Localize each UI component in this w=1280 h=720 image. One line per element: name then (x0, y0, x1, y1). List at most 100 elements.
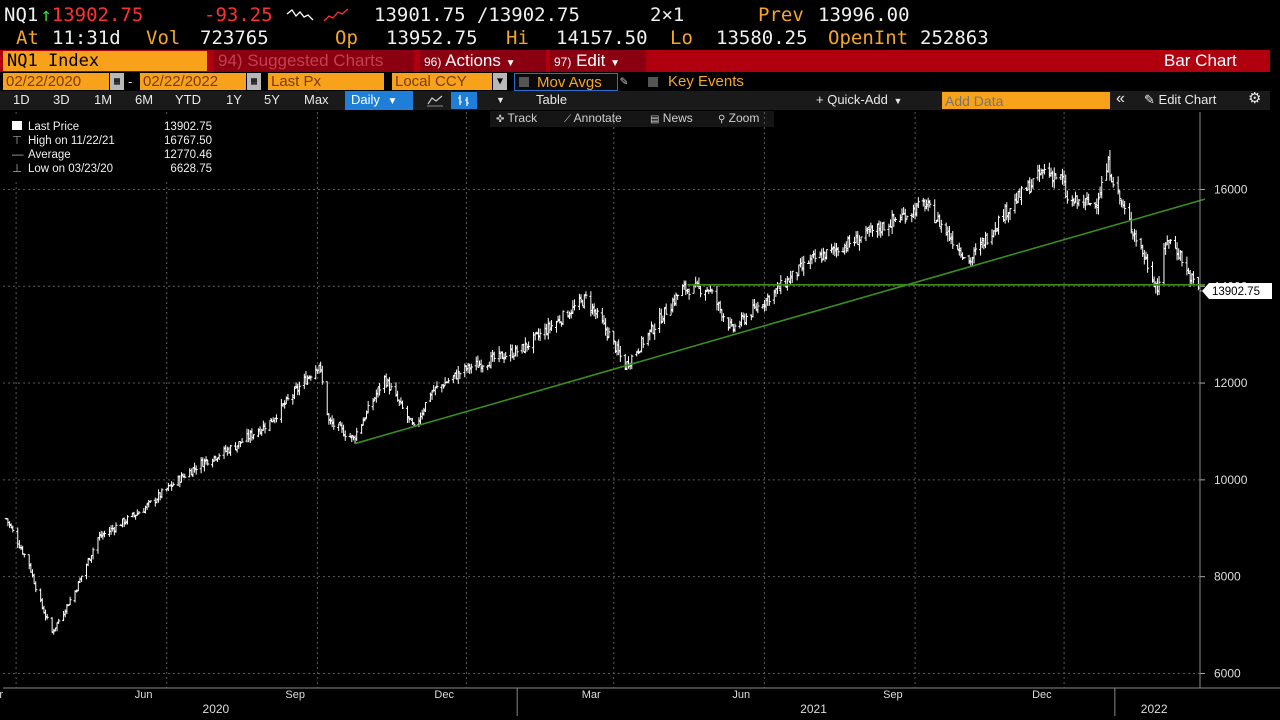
chevron-down-icon: ▼ (387, 96, 398, 107)
price-bar (189, 468, 193, 476)
security-field[interactable]: NQ1 Index (3, 51, 207, 71)
price-bar (63, 609, 67, 618)
table-button[interactable]: Table (536, 92, 568, 107)
line-chart-icon[interactable] (422, 92, 448, 109)
actions-button[interactable]: 96) Actions ▼ (420, 50, 546, 72)
price-bar (171, 482, 175, 486)
period-1y[interactable]: 1Y (226, 92, 242, 107)
period-5y[interactable]: 5Y (264, 92, 280, 107)
quick-add-button[interactable]: + Quick-Add ▼ (816, 91, 902, 110)
gear-icon[interactable]: ⚙ (1248, 90, 1262, 107)
price-bar (797, 264, 801, 277)
price-bar (1191, 271, 1195, 284)
calendar-icon[interactable]: ▦ (110, 73, 124, 90)
bid-ask-size: 2×1 (650, 4, 685, 26)
edit-chart-button[interactable]: ✎ Edit Chart (1144, 91, 1216, 109)
price-bar (468, 364, 472, 375)
x-year-label: 2022 (1141, 702, 1168, 716)
price-bar (731, 324, 735, 333)
period-1m[interactable]: 1M (94, 92, 113, 107)
key-events-toggle[interactable]: Key Events (646, 73, 766, 91)
price-bar (1052, 167, 1056, 189)
mov-avgs-toggle[interactable]: Mov Avgs (514, 73, 618, 91)
price-bars (4, 150, 1202, 635)
price-bar (612, 330, 616, 345)
edit-chart-label: Edit Chart (1158, 92, 1217, 107)
price-bar (859, 236, 863, 243)
x-tick-label: Jun (135, 689, 153, 701)
price-bar (1093, 201, 1097, 209)
high-value: 14157.50 (556, 27, 648, 49)
y-tick-label: 6000 (1214, 666, 1241, 680)
edit-button[interactable]: 97) Edit ▼ (550, 50, 646, 72)
price-bar (744, 313, 748, 326)
price-bar (572, 299, 576, 311)
price-bar (1074, 191, 1078, 203)
period-6m[interactable]: 6M (135, 92, 154, 107)
bar-chart-icon[interactable] (451, 92, 477, 109)
price-bar (787, 277, 791, 283)
high-marker-icon: ⊤ (12, 135, 23, 147)
collapse-left-icon[interactable]: « (1116, 90, 1125, 107)
price-bar (441, 384, 445, 389)
price-field-select[interactable]: Last Px (268, 73, 384, 90)
chevron-down-icon[interactable]: ▼ (496, 95, 505, 105)
price-bar (458, 372, 462, 380)
price-bar (751, 299, 755, 318)
price-bar (314, 365, 318, 380)
price-bar (309, 375, 313, 381)
price-bar (579, 294, 583, 304)
vol-label: Vol (146, 27, 181, 49)
pencil-icon[interactable]: ✎ (620, 74, 628, 89)
calendar-icon[interactable]: ▦ (247, 73, 261, 90)
price-bar (669, 303, 673, 316)
price-bar (463, 363, 467, 378)
price-bar (481, 364, 485, 373)
price-bar (867, 225, 871, 237)
period-ytd[interactable]: YTD (175, 92, 201, 107)
price-bar (1155, 278, 1159, 296)
edit-number: 97) (554, 55, 572, 69)
news-tool[interactable]: ▤ News (650, 111, 693, 125)
price-bar (1003, 203, 1007, 224)
end-date-field[interactable]: 02/22/2022 (140, 73, 246, 90)
price-bar (1075, 195, 1079, 209)
price-bar (1134, 230, 1138, 247)
price-bar (234, 442, 238, 451)
price-bar (889, 219, 893, 228)
price-bar (1096, 192, 1100, 215)
price-bar (810, 255, 814, 265)
open-interest-label: OpenInt (828, 27, 909, 49)
price-bar (165, 488, 169, 492)
frequency-select[interactable]: Daily ▼ (345, 91, 413, 110)
track-tool[interactable]: ✜ Track (496, 111, 537, 125)
price-bar (292, 386, 296, 400)
price-bar (703, 289, 707, 301)
price-bar (1042, 163, 1046, 175)
legend-swatch (12, 121, 22, 130)
chart-type-title: Bar Chart (1164, 51, 1237, 70)
chevron-down-icon: ▼ (610, 58, 621, 69)
price-bar (422, 407, 426, 416)
price-bar (720, 308, 724, 322)
price-bar (561, 310, 565, 326)
price-bar (157, 489, 161, 503)
price-bar (671, 297, 675, 313)
price-bar (456, 366, 460, 385)
price-bar (715, 285, 719, 311)
zoom-tool[interactable]: ⚲ Zoom (718, 111, 759, 125)
period-3d[interactable]: 3D (53, 92, 70, 107)
price-bar (812, 250, 816, 259)
annotate-tool[interactable]: ⟋ Annotate (564, 111, 622, 125)
price-bar (566, 310, 570, 318)
price-bar (993, 222, 997, 236)
start-date-field[interactable]: 02/22/2020 (3, 73, 109, 90)
chevron-down-icon[interactable]: ▼ (493, 73, 507, 90)
price-bar (1118, 190, 1122, 205)
period-max[interactable]: Max (304, 92, 329, 107)
suggested-charts-button[interactable]: 94) Suggested Charts (214, 50, 414, 72)
period-1d[interactable]: 1D (13, 92, 30, 107)
add-data-input[interactable] (942, 92, 1110, 109)
price-bar (168, 485, 172, 487)
currency-select[interactable]: Local CCY (392, 73, 492, 90)
